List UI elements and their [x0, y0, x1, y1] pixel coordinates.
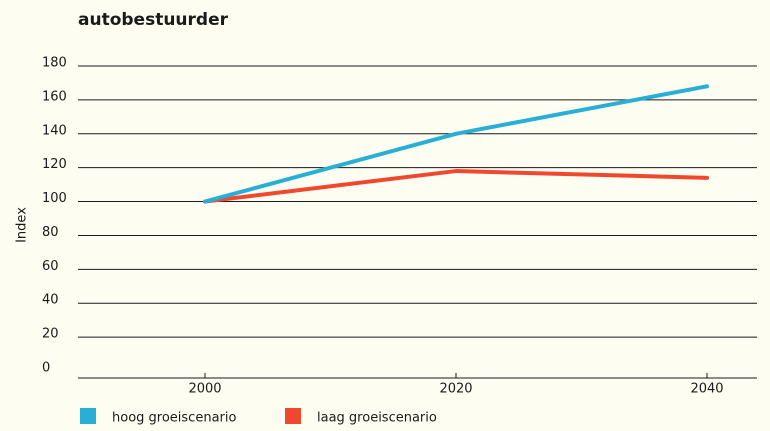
legend-swatch [285, 408, 301, 424]
y-tick-label: 0 [42, 361, 50, 376]
y-tick-label: 180 [42, 56, 67, 71]
legend-label: hoog groeiscenario [112, 411, 236, 426]
chart-title: autobestuurder [78, 10, 229, 30]
y-tick-label: 160 [42, 89, 67, 104]
y-axis-label: Index [15, 207, 30, 243]
x-tick-label: 2040 [690, 382, 723, 397]
legend-swatch [80, 408, 96, 424]
series-line [203, 84, 709, 204]
x-tick-label: 2000 [188, 382, 221, 397]
y-tick-label: 140 [42, 123, 67, 138]
y-tick-label: 120 [42, 157, 67, 172]
y-tick-label: 20 [42, 327, 59, 342]
y-tick-label: 80 [42, 225, 59, 240]
series-line [203, 169, 709, 204]
y-tick-label: 40 [42, 293, 59, 308]
x-tick-label: 2020 [439, 382, 472, 397]
y-tick-label: 100 [42, 191, 67, 206]
y-tick-label: 60 [42, 259, 59, 274]
legend-label: laag groeiscenario [317, 411, 437, 426]
